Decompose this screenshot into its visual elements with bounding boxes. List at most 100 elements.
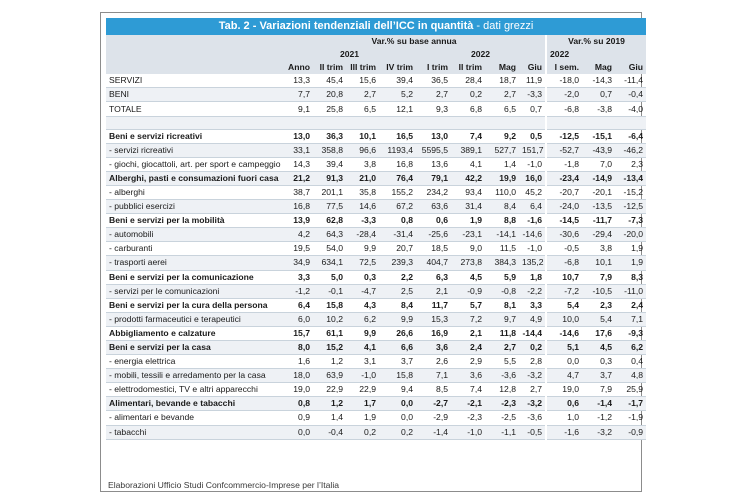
table-cell: 13,3: [283, 74, 313, 89]
table-cell: 4,5: [582, 340, 616, 356]
row-label: Beni e servizi per la cura della persona: [106, 298, 283, 313]
table-row: SERVIZI 13,3 45,4 15,6 39,4 36,5 28,4 18,7 11,9-…: [106, 74, 647, 89]
table-cell: 7,9: [582, 382, 616, 398]
table-cell: 11,9: [519, 74, 547, 89]
table-cell: -31,4: [379, 227, 416, 243]
table-cell: 2,6: [416, 354, 451, 370]
row-label: - mobili, tessili e arredamento per la c…: [106, 368, 283, 384]
table-cell: 4,9: [519, 312, 547, 327]
row-label: Beni e servizi per la mobilità: [106, 213, 283, 229]
header-row-columns: Anno II trim III trim IV trim I trim II trim M…: [106, 61, 647, 75]
table-cell: -1,9: [615, 410, 647, 426]
table-cell: 2,2: [379, 270, 416, 285]
table-cell: 9,1: [283, 101, 313, 117]
table-cell: -24,0: [545, 199, 583, 215]
table-cell: 1,7: [346, 396, 379, 412]
table-cell: 6,4: [283, 298, 313, 313]
table-cell: 5595,5: [416, 143, 451, 158]
table-cell: -30,6: [545, 227, 583, 243]
table-cell: 4,3: [346, 298, 379, 313]
table-cell: 18,0: [283, 368, 313, 384]
table-cell: 2,4: [451, 340, 485, 356]
table-cell: 6,5: [346, 101, 379, 117]
table-cell: -3,2: [519, 368, 547, 384]
table-cell: 1,4: [485, 157, 519, 172]
table-cell: 9,3: [416, 101, 451, 117]
table-cell: 2,3: [582, 298, 616, 313]
table-cell: 10,7: [545, 270, 583, 285]
table-row: - trasporti aerei 34,9 634,1 72,5 239,3 404,7…: [106, 255, 647, 271]
table-cell: 20,7: [379, 241, 416, 257]
table-cell: 0,6: [416, 213, 451, 229]
table-cell: -13,5: [582, 199, 616, 215]
table-cell: -0,8: [485, 284, 519, 299]
table-cell: [615, 116, 647, 130]
table-cell: 5,4: [545, 298, 583, 313]
table-cell: 1,8: [519, 270, 547, 285]
table-cell: 3,6: [416, 340, 451, 356]
table-cell: [451, 116, 485, 130]
table-row: Abbigliamento e calzature 15,7 61,1 9,9 26,6…: [106, 326, 647, 341]
table-cell: 1,9: [451, 213, 485, 229]
table-cell: 6,4: [519, 199, 547, 215]
table-row: [106, 116, 647, 130]
table-row: Beni e servizi ricreativi 13,0 36,3 10,1 16,…: [106, 129, 647, 144]
table-cell: 3,7: [582, 368, 616, 384]
row-label: TOTALE: [106, 101, 283, 117]
table-cell: 13,0: [283, 129, 313, 144]
table-row: - elettrodomestici, TV e altri apparecch…: [106, 382, 647, 398]
header-year-2022-b: 2022: [545, 48, 647, 62]
table-cell: 2,8: [519, 354, 547, 370]
table-cell: 13,9: [283, 213, 313, 229]
table-cell: [283, 116, 313, 130]
table-cell: 1,0: [545, 410, 583, 426]
table-cell: 28,4: [451, 74, 485, 89]
table-cell: [416, 116, 451, 130]
table-cell: 19,9: [485, 171, 519, 186]
table-cell: 10,0: [545, 312, 583, 327]
table-cell: 6,6: [379, 340, 416, 356]
table-cell: -1,0: [451, 425, 485, 440]
table-cell: 9,9: [346, 241, 379, 257]
table-cell: -14,5: [545, 213, 583, 229]
table-cell: -0,5: [545, 241, 583, 257]
table-cell: 6,8: [451, 101, 485, 117]
row-label: Beni e servizi per la comunicazione: [106, 270, 283, 285]
row-label: Abbigliamento e calzature: [106, 326, 283, 341]
table-cell: 3,1: [346, 354, 379, 370]
table-cell: [582, 116, 616, 130]
table-row: - carburanti 19,5 54,0 9,9 20,7 18,5 9,0 11,5 -1…: [106, 241, 647, 257]
table-cell: 7,4: [451, 382, 485, 398]
table-cell: 19,0: [545, 382, 583, 398]
table-cell: 45,2: [519, 185, 547, 201]
table-cell: 39,4: [379, 74, 416, 89]
table-cell: 13,6: [416, 157, 451, 172]
column-header: Mag: [582, 61, 616, 75]
table-cell: 8,3: [615, 270, 647, 285]
table-cell: 5,4: [582, 312, 616, 327]
table-cell: 14,3: [283, 157, 313, 172]
table-cell: 2,9: [451, 354, 485, 370]
row-label: - pubblici esercizi: [106, 199, 283, 215]
table-cell: 15,8: [379, 368, 416, 384]
table-cell: 16,0: [519, 171, 547, 186]
table-row: - giochi, giocattoli, art. per sport e c…: [106, 157, 647, 172]
table-cell: 38,7: [283, 185, 313, 201]
column-header: IV trim: [379, 61, 416, 75]
table-cell: 11,8: [485, 326, 519, 341]
table-cell: 62,8: [313, 213, 346, 229]
row-label: BENI: [106, 87, 283, 103]
table-cell: 3,3: [519, 298, 547, 313]
table-cell: 4,1: [451, 157, 485, 172]
table-cell: -6,8: [545, 255, 583, 271]
table-row: - pubblici esercizi 16,8 77,5 14,6 67,2 63,6 3…: [106, 199, 647, 215]
table-cell: 2,1: [451, 326, 485, 341]
table-row: - servizi ricreativi 33,1 358,8 96,6 1193,4 5…: [106, 143, 647, 158]
table-cell: 201,1: [313, 185, 346, 201]
table-cell: 12,8: [485, 382, 519, 398]
table-cell: 4,8: [615, 368, 647, 384]
table-cell: -3,3: [346, 213, 379, 229]
table-cell: 0,7: [582, 87, 616, 103]
table-cell: 18,7: [485, 74, 519, 89]
table-cell: 8,1: [485, 298, 519, 313]
